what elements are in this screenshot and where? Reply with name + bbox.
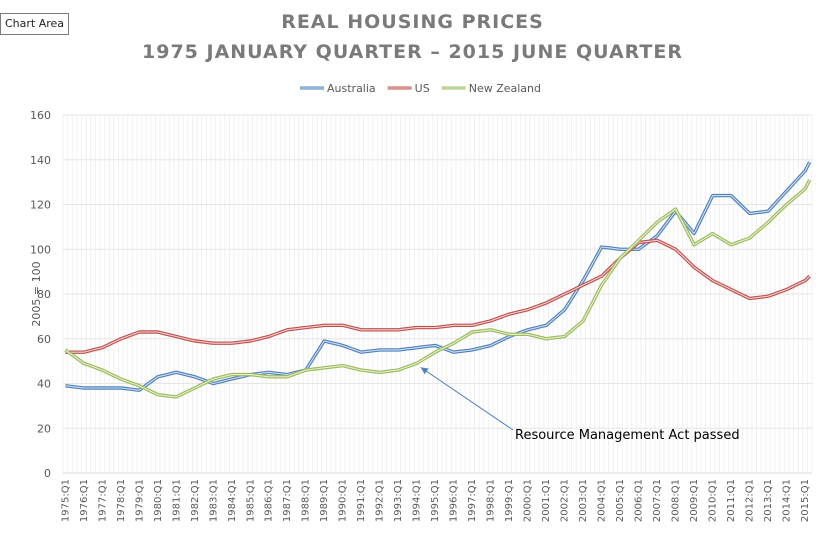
x-tick-label: 1979:Q1 [134, 479, 145, 522]
x-axis-ticks: 1975:Q1 1976:Q1 1977:Q1 1978:Q1 1979:Q1 1980:… [60, 479, 811, 522]
y-tick-label: 160 [30, 109, 51, 122]
x-tick-label: 1992:Q1 [375, 479, 386, 522]
x-tick-label: 1983:Q1 [208, 479, 219, 522]
series-lines [64, 161, 812, 399]
x-tick-label: 2010:Q1 [708, 479, 719, 522]
x-tick-label: 1986:Q1 [264, 479, 275, 522]
x-tick-label: 1981:Q1 [171, 479, 182, 522]
x-tick-label: 2005:Q1 [615, 479, 626, 522]
x-tick-label: 1978:Q1 [116, 479, 127, 522]
series-line-inner-australia [65, 161, 811, 391]
legend: Australia US New Zealand [300, 82, 541, 95]
x-tick-label: 2002:Q1 [560, 479, 571, 522]
x-tick-label: 2009:Q1 [689, 479, 700, 522]
x-tick-label: 1995:Q1 [430, 479, 441, 522]
annotation-arrow-line [420, 366, 514, 431]
x-tick-label: 1990:Q1 [338, 479, 349, 522]
x-tick-label: 1977:Q1 [97, 479, 108, 522]
x-tick-label: 1987:Q1 [282, 479, 293, 522]
y-tick-label: 60 [37, 333, 51, 346]
legend-label-us: US [415, 82, 430, 95]
x-tick-label: 2015:Q1 [800, 479, 811, 522]
x-tick-label: 1985:Q1 [245, 479, 256, 522]
y-tick-label: 120 [30, 199, 51, 212]
chart-subtitle: 1975 JANUARY QUARTER – 2015 JUNE QUARTER [142, 41, 683, 63]
gridlines [62, 114, 813, 474]
x-tick-label: 1984:Q1 [227, 479, 238, 522]
series-line-inner-new-zealand [64, 179, 811, 398]
x-tick-label: 1975:Q1 [60, 479, 71, 522]
y-tick-label: 140 [30, 154, 51, 167]
x-tick-label: 2001:Q1 [541, 479, 552, 522]
x-tick-label: 2014:Q1 [782, 479, 793, 522]
x-tick-label: 1980:Q1 [153, 479, 164, 522]
x-tick-label: 1993:Q1 [393, 479, 404, 522]
y-axis-ticks: 0 20 40 60 80 100 120 140 160 [30, 109, 51, 480]
x-tick-label: 1999:Q1 [504, 479, 515, 522]
x-tick-label: 1989:Q1 [319, 479, 330, 522]
legend-label-new-zealand: New Zealand [469, 82, 541, 95]
x-tick-label: 2011:Q1 [726, 479, 737, 522]
x-tick-label: 1994:Q1 [412, 479, 423, 522]
y-tick-label: 100 [30, 243, 51, 256]
series-line-inner-us [65, 239, 811, 353]
x-tick-label: 1982:Q1 [190, 479, 201, 522]
y-tick-label: 0 [44, 467, 51, 480]
annotation-text: Resource Management Act passed [515, 428, 740, 443]
x-tick-label: 1988:Q1 [301, 479, 312, 522]
x-tick-label: 1991:Q1 [356, 479, 367, 522]
x-tick-label: 2008:Q1 [671, 479, 682, 522]
y-tick-label: 20 [37, 422, 51, 435]
x-tick-label: 1997:Q1 [467, 479, 478, 522]
annotation: Resource Management Act passed [420, 366, 740, 443]
x-tick-label: 2003:Q1 [578, 479, 589, 522]
legend-label-australia: Australia [327, 82, 376, 95]
x-tick-label: 1998:Q1 [486, 479, 497, 522]
x-tick-label: 1996:Q1 [449, 479, 460, 522]
x-tick-label: 2007:Q1 [652, 479, 663, 522]
x-tick-label: 2006:Q1 [634, 479, 645, 522]
x-tick-label: 2000:Q1 [523, 479, 534, 522]
y-tick-label: 40 [37, 378, 51, 391]
x-tick-label: 2013:Q1 [763, 479, 774, 522]
y-tick-label: 80 [37, 288, 51, 301]
x-tick-label: 1976:Q1 [79, 479, 90, 522]
x-tick-label: 2004:Q1 [597, 479, 608, 522]
chart-title: REAL HOUSING PRICES [281, 11, 544, 33]
x-tick-label: 2012:Q1 [745, 479, 756, 522]
annotation-arrowhead [420, 367, 429, 375]
chart-area-tag: Chart Area [0, 13, 70, 35]
y-axis-label: 2005 = 100 [30, 261, 43, 326]
